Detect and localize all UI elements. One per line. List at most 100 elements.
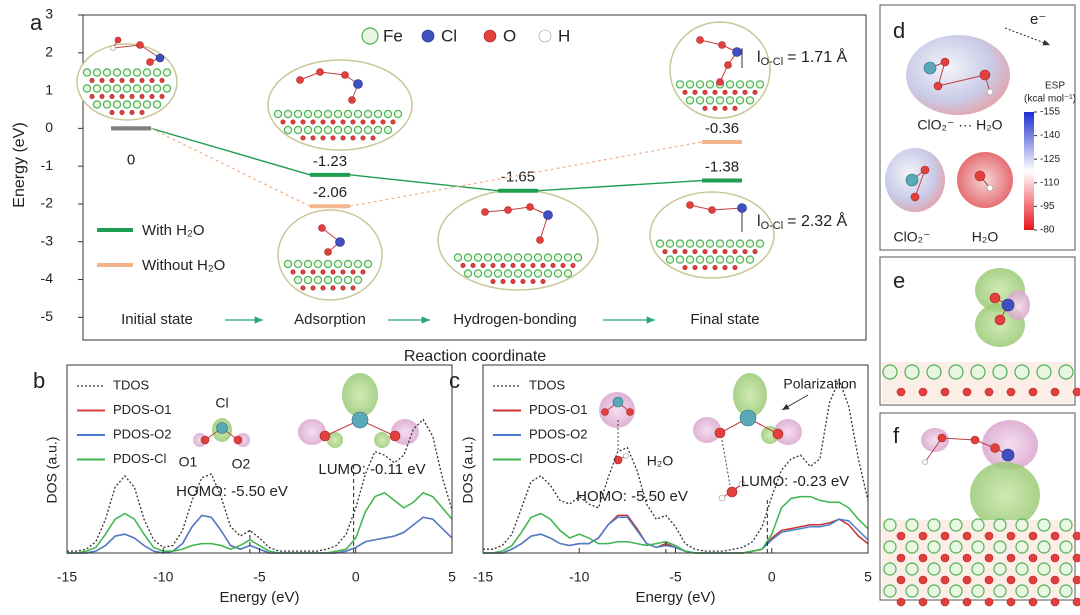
atom [316,68,324,76]
bond [112,44,141,49]
atom [350,269,356,275]
x-tick-label: 0 [768,569,776,585]
panel-frame [879,256,1076,406]
atom [353,275,363,285]
atom [303,275,313,285]
atom [715,255,725,264]
atom [293,259,303,269]
atom [313,275,323,285]
atom-legend-label: O [503,26,516,45]
atom [725,255,735,264]
bond [914,169,926,198]
atom [745,80,755,89]
atom [233,435,243,445]
atom [745,96,755,105]
atom [82,84,92,93]
bond [319,71,346,76]
atom [320,285,326,291]
atom [560,262,566,268]
atom [732,265,738,271]
atom [1006,531,1016,541]
atom [1001,448,1015,462]
atom [300,119,306,125]
atom [1028,553,1038,563]
atom [1058,364,1074,380]
atom [702,89,708,95]
x-tick-label: 5 [448,569,456,585]
y-tick-label: -5 [41,308,54,324]
atom [1015,584,1029,598]
energy-label: -2.06 [313,184,347,201]
orbital-lobe [342,373,378,417]
y-tick-label: -1 [41,157,54,173]
atom [536,236,544,244]
atom [1006,597,1016,607]
atom [905,518,919,532]
panel-frame [879,412,1076,601]
atom [112,84,122,93]
atom [155,53,165,63]
atom [962,597,972,607]
atom [735,96,745,105]
atom [918,387,928,397]
atom [318,224,326,232]
atom [1072,597,1080,607]
atom [102,100,112,109]
energy-label: -1.38 [705,158,739,175]
atom [323,275,333,285]
atom [732,249,738,255]
atom [993,540,1007,554]
atom [533,253,543,262]
atom [896,531,906,541]
atom [739,409,757,427]
atom [109,78,115,84]
atom [1072,387,1080,397]
atom [310,285,316,291]
atom [533,269,543,278]
atom [480,262,486,268]
atom [949,540,963,554]
y-tick-label: 1 [45,81,53,97]
atom [1059,518,1073,532]
inset-label: O2 [232,456,251,472]
caption: ClO₂⁻ ··· H₂O [917,117,1002,133]
atom [152,68,162,77]
atom [1006,553,1016,563]
atom [122,100,132,109]
atom [340,269,346,275]
atom [99,94,105,100]
atom [142,100,152,109]
orbital-lobe [774,419,802,445]
atom [109,94,115,100]
atom [1059,584,1073,598]
energy-label: -1.65 [501,169,535,186]
atom [510,262,516,268]
atom [360,119,366,125]
atom [503,253,513,262]
atom [883,562,897,576]
atom [89,94,95,100]
atom [333,275,343,285]
atom [453,253,463,262]
atom [665,255,675,264]
atom [705,80,715,89]
atom [1014,364,1030,380]
atom [290,269,296,275]
atom [896,553,906,563]
atom [692,265,698,271]
atom [695,255,705,264]
atom [883,584,897,598]
atom [152,84,162,93]
x-tick-label: -5 [253,569,266,585]
atom [722,249,728,255]
atom [92,100,102,109]
atom [940,387,950,397]
orbital-lobe [298,419,326,445]
atom [682,249,688,255]
atom [152,100,162,109]
atom [735,255,745,264]
y-tick-label: -3 [41,232,54,248]
atom [520,262,526,268]
atom [563,269,573,278]
